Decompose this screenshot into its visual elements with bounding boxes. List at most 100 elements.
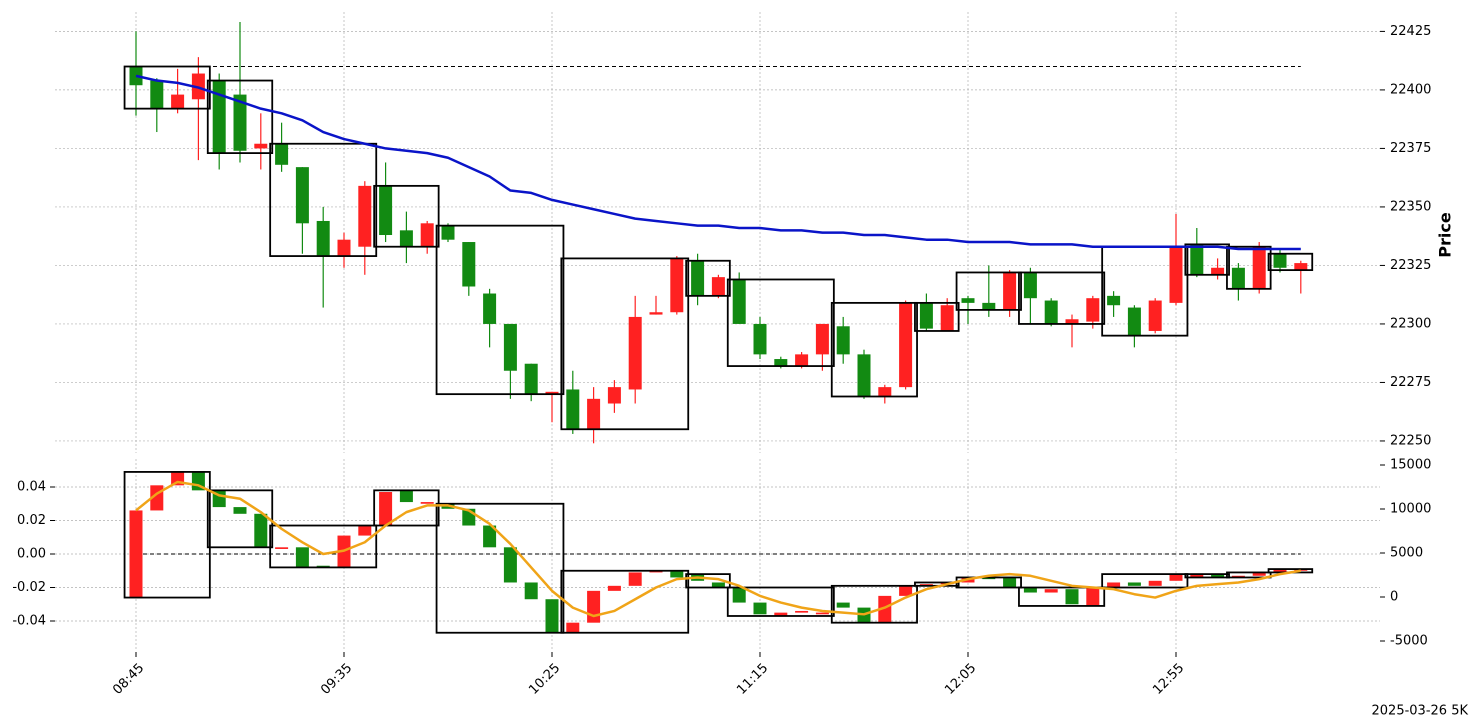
candle-body (275, 143, 289, 165)
candle-body (1086, 298, 1100, 322)
candle-body (1211, 574, 1225, 578)
candle-body (628, 316, 642, 390)
candle-body (129, 510, 143, 598)
y-tick-label: 22425 (1390, 24, 1431, 39)
y2-tick-label: 10000 (1390, 501, 1431, 516)
box (685, 259, 731, 297)
box (123, 471, 211, 599)
candle-body (774, 359, 788, 367)
candle-body (420, 502, 434, 504)
y-tick-label: 22300 (1390, 316, 1431, 331)
candle-body (1252, 246, 1266, 289)
y-axis-label: Price (1436, 212, 1455, 258)
candle-body (982, 302, 996, 310)
candle-body (1294, 263, 1308, 271)
candle-body (919, 302, 933, 329)
y-tick-label: 22400 (1390, 82, 1431, 97)
candle-body (607, 387, 621, 404)
y-tick-label: 0.00 (17, 547, 46, 562)
candle-body (691, 260, 705, 296)
candle-body (1044, 589, 1058, 593)
box (269, 524, 378, 569)
candle-body (1065, 319, 1079, 324)
box (1267, 252, 1314, 272)
candle-body (545, 391, 559, 395)
candle-body (295, 167, 309, 224)
candle-body (212, 80, 226, 154)
candle-body (1003, 272, 1017, 310)
candle-body (774, 612, 788, 616)
y-tick-label: 0.04 (17, 479, 46, 494)
candle-body (961, 298, 975, 303)
candle-body (1273, 569, 1287, 573)
footer: 2025-03-26 5K (1372, 704, 1469, 719)
candle-body (233, 507, 247, 514)
candle-body (1148, 580, 1162, 586)
candle-body (420, 223, 434, 247)
candle-body (233, 94, 247, 151)
box (914, 301, 960, 332)
candle-body (441, 225, 455, 240)
candle-body (337, 239, 351, 257)
candle-body (1169, 246, 1183, 303)
candle-body (1252, 572, 1266, 576)
candle-body (379, 492, 393, 526)
candle-body (524, 363, 538, 395)
candle-body (1003, 577, 1017, 588)
box (373, 184, 440, 248)
candle-body (836, 602, 850, 608)
box (726, 278, 835, 367)
y2-tick-label: 0 (1390, 589, 1398, 604)
box (269, 142, 378, 257)
candle-body (899, 585, 913, 596)
candle-body (649, 312, 663, 315)
box (1226, 571, 1272, 579)
candle-body (857, 354, 871, 397)
candle-body (1065, 589, 1079, 605)
candle-body (254, 513, 268, 548)
candle-body (815, 323, 829, 355)
candle-body (524, 582, 538, 600)
box (206, 489, 274, 549)
candle-body (628, 572, 642, 586)
y2-tick-label: 15000 (1390, 457, 1431, 472)
x-tick-label: 11:15 (734, 661, 771, 698)
box (206, 79, 274, 154)
candle-body (878, 595, 892, 623)
candle-body (1211, 267, 1225, 275)
candle-body (815, 612, 829, 615)
y2-tick-label: -5000 (1390, 633, 1428, 648)
candle-body (670, 570, 684, 578)
candle-body (503, 547, 517, 583)
candle-body (1127, 582, 1141, 586)
candle-body (566, 389, 580, 430)
candle-body (587, 590, 601, 623)
box (1226, 245, 1272, 290)
line (135, 74, 1301, 251)
candle-body (462, 242, 476, 287)
candle-body (1169, 574, 1183, 581)
candle-body (1190, 244, 1204, 275)
candle-body (399, 230, 413, 247)
x-tick-label: 09:35 (318, 661, 355, 698)
box (435, 224, 565, 396)
candle-body (150, 80, 164, 109)
box (560, 569, 690, 634)
candle-body (254, 143, 268, 149)
x-tick-label: 12:05 (942, 661, 979, 698)
y2-tick-label: 5000 (1390, 545, 1423, 560)
y-tick-label: -0.02 (12, 580, 46, 595)
box (1184, 573, 1230, 579)
candle-body (545, 599, 559, 633)
box (955, 271, 1022, 311)
candle-body (1190, 574, 1204, 578)
candle-body (566, 622, 580, 633)
y-tick-label: 0.02 (17, 513, 46, 528)
candle-body (1127, 307, 1141, 336)
candle-body (732, 279, 746, 324)
candle-body (1023, 272, 1037, 299)
box (685, 573, 731, 589)
candle-body (1273, 253, 1287, 268)
y-tick-label: 22350 (1390, 199, 1431, 214)
